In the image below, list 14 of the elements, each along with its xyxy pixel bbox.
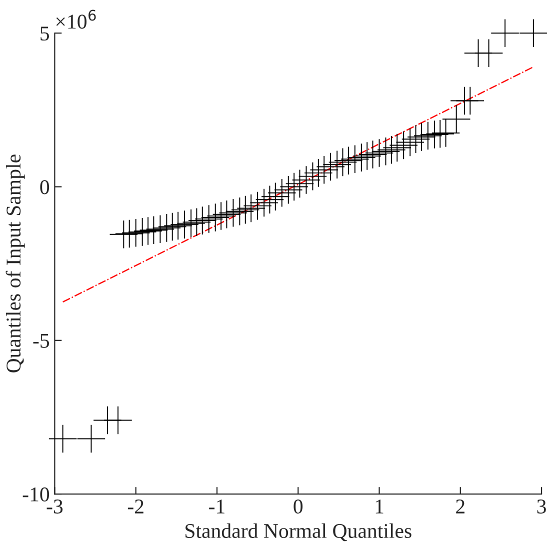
x-tick-label: 1 bbox=[376, 500, 384, 514]
x-tick-label: -2 bbox=[128, 500, 144, 514]
x-tick-label: 2 bbox=[456, 500, 464, 514]
y-tick-label: -5 bbox=[33, 334, 50, 348]
text: ×10$^{6}$ bbox=[56, 10, 96, 29]
y-tick-label: 0 bbox=[40, 180, 50, 194]
y-axis-title: Quantiles of Input Sample bbox=[6, 154, 25, 372]
x-tick-label: -3 bbox=[46, 500, 63, 514]
x-axis-title: Standard Normal Quantiles bbox=[186, 523, 412, 542]
x-tick-label: 0 bbox=[294, 500, 303, 514]
y-tick-label: 5 bbox=[40, 26, 50, 41]
x-tick-label: 3 bbox=[537, 500, 546, 514]
x-tick-label: -1 bbox=[209, 500, 224, 514]
y-tick-label: -10 bbox=[22, 487, 50, 502]
